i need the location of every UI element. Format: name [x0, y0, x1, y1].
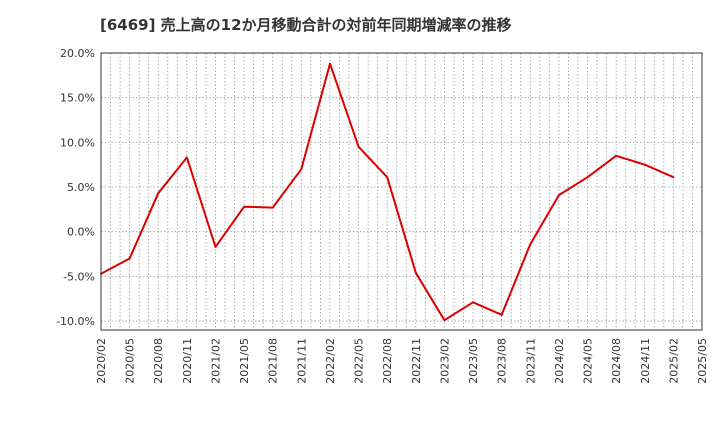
data-point: [300, 168, 303, 171]
x-tick-label: 2022/02: [324, 338, 337, 384]
y-tick-label: 5.0%: [67, 181, 95, 194]
x-tick-label: 2021/02: [209, 338, 222, 384]
data-point: [586, 176, 589, 179]
data-point: [243, 205, 246, 208]
data-point: [185, 156, 188, 159]
y-tick-label: 0.0%: [67, 226, 95, 239]
x-tick-label: 2021/11: [295, 338, 308, 384]
data-point: [157, 192, 160, 195]
y-tick-label: 20.0%: [60, 47, 95, 60]
x-tick-label: 2024/05: [582, 338, 595, 384]
x-tick-label: 2022/05: [353, 338, 366, 384]
x-tick-label: 2022/08: [381, 338, 394, 384]
data-point: [271, 206, 274, 209]
series-layer: [100, 62, 675, 322]
data-point: [414, 271, 417, 274]
x-tick-label: 2023/02: [438, 338, 451, 384]
x-tick-label: 2023/11: [524, 338, 537, 384]
x-tick-label: 2023/05: [467, 338, 480, 384]
data-point: [472, 301, 474, 304]
x-tick-label: 2020/05: [124, 338, 137, 384]
y-tick-label: 10.0%: [60, 136, 95, 149]
x-tick-label: 2021/05: [238, 338, 251, 384]
x-tick-label: 2022/11: [410, 338, 423, 384]
data-point: [386, 176, 389, 179]
x-tick-label: 2025/05: [696, 338, 709, 384]
data-point: [672, 176, 675, 179]
data-point: [557, 194, 560, 197]
x-tick-label: 2024/08: [610, 338, 623, 384]
y-tick-label: 15.0%: [60, 92, 95, 105]
plot-frame: [100, 52, 703, 331]
x-axis-tick-labels: 2020/02 2020/05 2020/08 2020/11 2021/02 2021/…: [95, 338, 709, 384]
x-tick-label: 2025/02: [667, 338, 680, 384]
data-point: [128, 257, 131, 260]
y-tick-label: -5.0%: [63, 270, 95, 283]
y-tick-label: -10.0%: [56, 315, 95, 328]
y-axis-tick-labels: 20.0% 15.0% 10.0% 5.0% 0.0% -5.0% -10.0%: [56, 47, 95, 328]
data-point: [357, 145, 360, 148]
data-point: [529, 243, 532, 246]
data-point: [443, 319, 446, 322]
x-tick-label: 2024/02: [553, 338, 566, 384]
chart-title: [6469] 売上高の12か月移動合計の対前年同期増減率の推移: [100, 16, 512, 34]
x-tick-label: 2020/08: [152, 338, 165, 384]
x-tick-label: 2020/02: [95, 338, 108, 384]
x-tick-label: 2021/08: [267, 338, 280, 384]
data-point: [500, 313, 503, 316]
data-point: [214, 245, 217, 248]
data-point: [643, 163, 646, 166]
x-tick-label: 2023/08: [496, 338, 509, 384]
grid-lines: [100, 52, 703, 330]
data-point: [329, 62, 331, 65]
x-tick-label: 2024/11: [639, 338, 652, 384]
data-point: [615, 154, 618, 157]
x-tick-label: 2020/11: [181, 338, 194, 384]
